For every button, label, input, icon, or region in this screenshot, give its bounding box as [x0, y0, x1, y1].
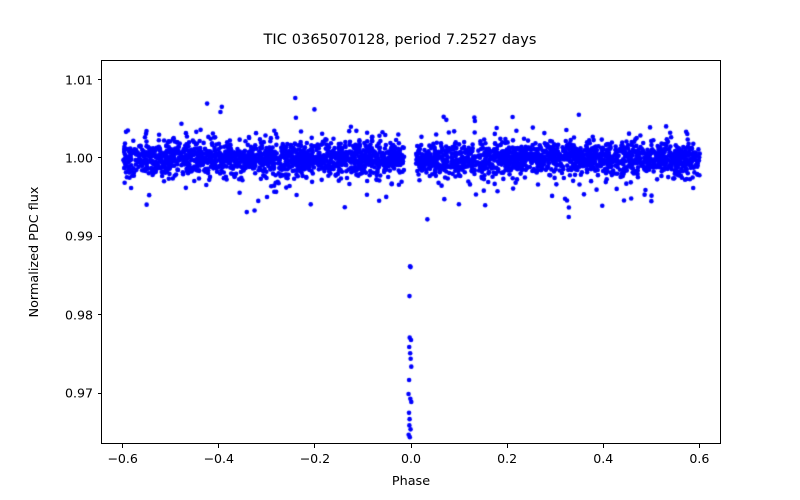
y-tick-label: 1.01	[64, 72, 93, 88]
y-tick-label: 0.98	[64, 307, 93, 323]
y-axis-label: Normalized PDC flux	[27, 186, 42, 318]
y-tick-label: 0.99	[64, 228, 93, 244]
x-tick-mark	[410, 444, 412, 448]
plot-area	[101, 60, 721, 444]
y-tick-label: 1.00	[64, 150, 93, 166]
x-tick-mark	[698, 444, 700, 448]
x-tick-mark	[122, 444, 124, 448]
scatter-plot-canvas	[102, 61, 720, 443]
y-tick-mark	[97, 157, 101, 159]
y-tick-mark	[97, 79, 101, 81]
x-tick-label: 0.2	[497, 451, 518, 466]
x-tick-label: −0.2	[299, 451, 331, 466]
x-axis-label: Phase	[391, 474, 431, 489]
y-tick-label: 0.97	[64, 385, 93, 401]
x-tick-mark	[314, 444, 316, 448]
x-tick-label: 0.6	[689, 451, 710, 466]
y-tick-mark	[97, 392, 101, 394]
page-title: TIC 0365070128, period 7.2527 days	[263, 32, 537, 48]
x-tick-label: −0.6	[107, 451, 138, 466]
x-tick-label: 0.0	[400, 451, 422, 466]
x-tick-label: −0.4	[203, 451, 235, 466]
y-tick-mark	[97, 235, 101, 237]
x-tick-mark	[602, 444, 604, 448]
x-tick-mark	[506, 444, 508, 448]
y-tick-mark	[97, 314, 101, 316]
x-tick-mark	[218, 444, 220, 448]
x-tick-label: 0.4	[593, 451, 614, 466]
